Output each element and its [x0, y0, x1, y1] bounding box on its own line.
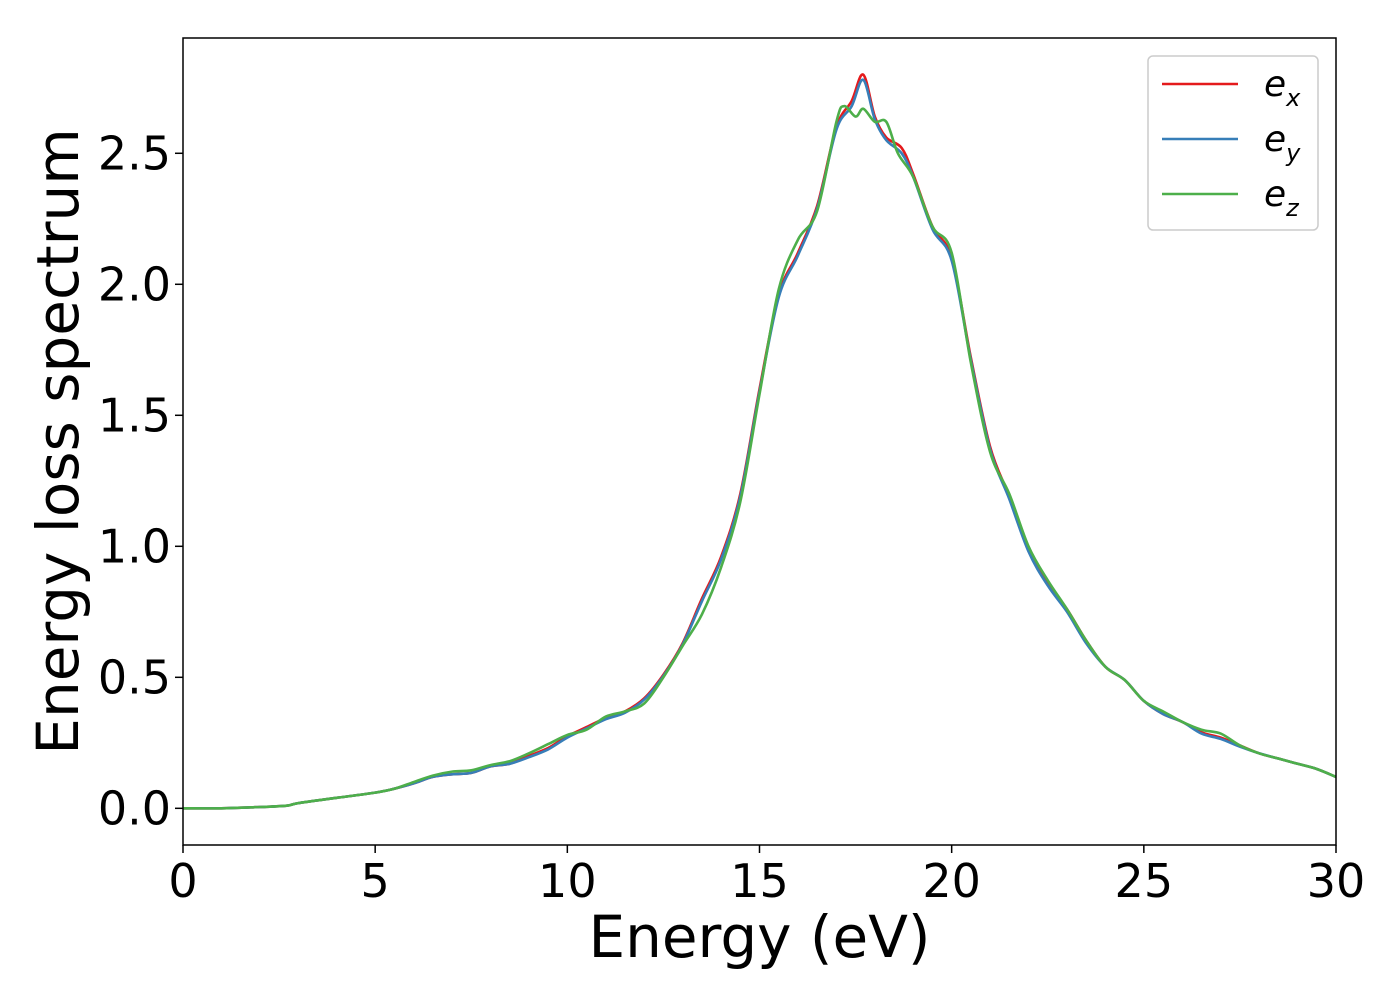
y-tick-label: 0.0	[98, 781, 171, 835]
legend-label-subscript: y	[1285, 139, 1301, 167]
y-tick-label: 0.5	[98, 650, 171, 704]
legend-label-base: e	[1264, 119, 1286, 160]
y-tick-label: 1.0	[98, 519, 171, 573]
x-tick-label: 30	[1307, 854, 1366, 908]
ticks-layer: 0 5 10 15 20 25 30 0.0 0.5 1.0 1.5 2.0 2.5	[98, 126, 1365, 908]
x-tick-label: 20	[922, 854, 981, 908]
x-axis-label: Energy (eV)	[588, 903, 930, 971]
x-tick-label: 0	[168, 854, 197, 908]
series-layer	[182, 73, 1337, 810]
legend-label-ex: ex	[1264, 64, 1301, 112]
y-axis-label: Energy loss spectrum	[24, 128, 92, 754]
legend-label-base: e	[1264, 64, 1286, 105]
legend-box	[1147, 55, 1319, 231]
legend-label-subscript: z	[1285, 194, 1300, 222]
x-tick-label: 5	[361, 854, 390, 908]
x-tick-label: 25	[1115, 854, 1174, 908]
legend-label-base: e	[1264, 174, 1286, 215]
y-tick-label: 2.0	[98, 257, 171, 311]
y-tick-label: 2.5	[98, 126, 171, 180]
x-tick-label: 10	[538, 854, 597, 908]
series-line-ez	[182, 104, 1337, 810]
legend-label-ey: ey	[1264, 119, 1301, 167]
legend-label-ez: ez	[1264, 174, 1300, 222]
legend-label-subscript: x	[1285, 84, 1301, 112]
x-tick-label: 15	[730, 854, 789, 908]
y-tick-label: 1.5	[98, 388, 171, 442]
